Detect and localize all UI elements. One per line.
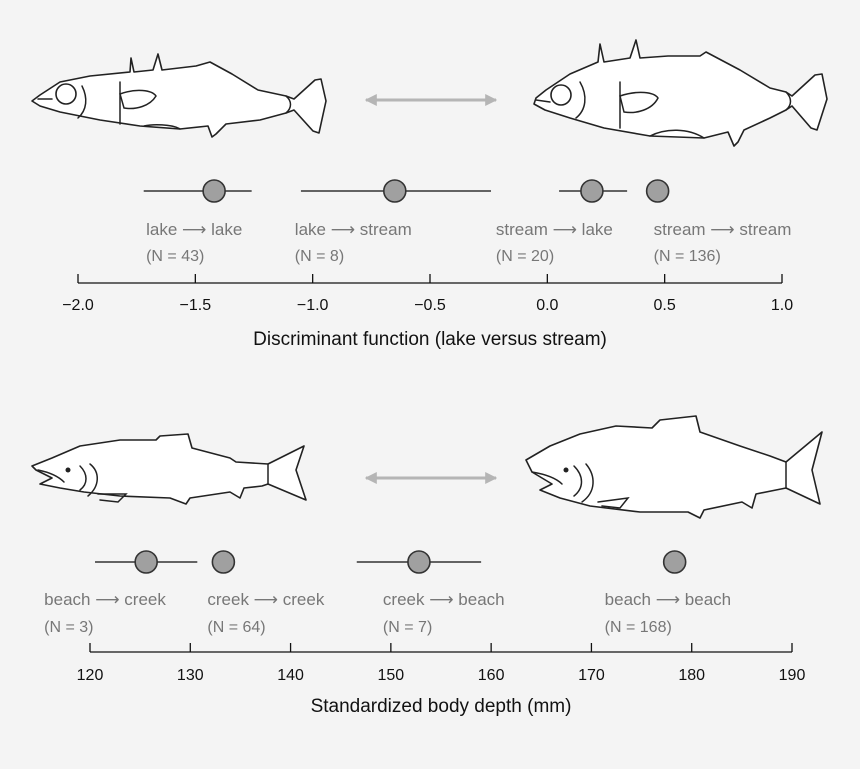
point-n-label: (N = 7) bbox=[383, 619, 432, 636]
point-label: creek ⟶ beach bbox=[383, 590, 505, 609]
tick-label: 160 bbox=[478, 667, 505, 684]
points-stickleback: lake ⟶ lake (N = 43) lake ⟶ stream (N = 8) s… bbox=[143, 179, 792, 265]
tick-label: 0.0 bbox=[536, 297, 558, 314]
data-point bbox=[645, 179, 670, 203]
data-point bbox=[382, 179, 407, 203]
point-label: creek ⟶ creek bbox=[207, 590, 324, 609]
tick-label: −1.5 bbox=[180, 297, 212, 314]
point-label: beach ⟶ beach bbox=[605, 590, 731, 609]
axis-title: Standardized body depth (mm) bbox=[311, 696, 572, 717]
lake-stickleback-icon bbox=[31, 53, 327, 138]
tick-label: 0.5 bbox=[654, 297, 676, 314]
point-label: beach ⟶ creek bbox=[44, 590, 166, 609]
point-label: stream ⟶ lake bbox=[496, 220, 613, 239]
tick-label: 170 bbox=[578, 667, 605, 684]
panel-stickleback: lake ⟶ lake (N = 43) lake ⟶ stream (N = 8) s… bbox=[31, 39, 828, 350]
creek-salmon-icon bbox=[31, 433, 307, 505]
data-point bbox=[134, 550, 158, 574]
tick-label: 150 bbox=[378, 667, 405, 684]
data-point bbox=[662, 550, 687, 574]
data-point bbox=[211, 550, 236, 574]
tick-label: 190 bbox=[779, 667, 806, 684]
point-label: lake ⟶ lake bbox=[146, 220, 242, 239]
point-n-label: (N = 20) bbox=[496, 248, 554, 265]
beach-salmon-icon bbox=[525, 415, 823, 519]
tick-label: 140 bbox=[277, 667, 304, 684]
point-n-label: (N = 136) bbox=[654, 248, 721, 265]
tick-label: −2.0 bbox=[62, 297, 94, 314]
point-label: stream ⟶ stream bbox=[654, 220, 792, 239]
tick-label: −1.0 bbox=[297, 297, 329, 314]
points-salmon: beach ⟶ creek (N = 3) creek ⟶ creek (N = 64… bbox=[44, 550, 731, 636]
point-label: lake ⟶ stream bbox=[295, 220, 412, 239]
tick-label: 180 bbox=[678, 667, 705, 684]
point-n-label: (N = 168) bbox=[605, 619, 672, 636]
panel-salmon: beach ⟶ creek (N = 3) creek ⟶ creek (N = 64… bbox=[31, 415, 823, 717]
tick-label: 120 bbox=[77, 667, 104, 684]
point-n-label: (N = 64) bbox=[207, 619, 265, 636]
tick-label: 130 bbox=[177, 667, 204, 684]
point-n-label: (N = 3) bbox=[44, 619, 93, 636]
x-axis-stickleback: −2.0 −1.5 −1.0 −0.5 0.0 0.5 1.0 Discriminant fu… bbox=[62, 274, 793, 350]
point-n-label: (N = 8) bbox=[295, 248, 344, 265]
tick-label: 1.0 bbox=[771, 297, 793, 314]
point-n-label: (N = 43) bbox=[146, 248, 204, 265]
tick-label: −0.5 bbox=[414, 297, 446, 314]
data-point bbox=[202, 179, 226, 203]
x-axis-salmon: 120 130 140 150 160 170 180 190 Standardized bod… bbox=[77, 643, 806, 717]
data-point bbox=[407, 550, 431, 574]
axis-title: Discriminant function (lake versus strea… bbox=[253, 329, 607, 350]
data-point bbox=[580, 179, 604, 203]
stream-stickleback-icon bbox=[533, 39, 828, 147]
